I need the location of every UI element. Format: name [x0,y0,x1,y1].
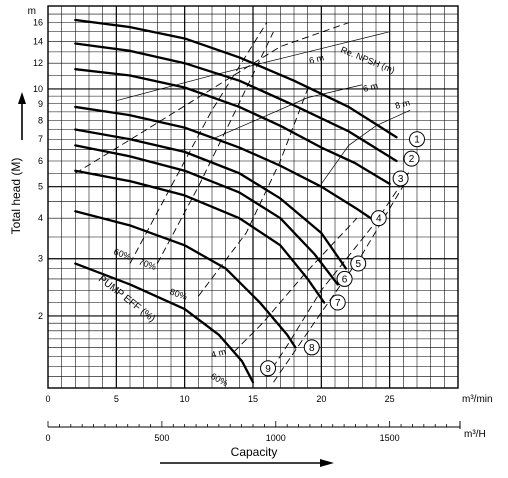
x2-unit-label: m³/H [464,429,486,440]
curve-number-label: 7 [335,298,341,309]
y-tick-label: 12 [33,58,43,68]
head-curve-9 [74,262,255,384]
y-tick-label: 7 [38,134,43,144]
y-tick-label: 9 [38,99,43,109]
eff-mark-80: 80% [168,286,188,302]
x2-tick-label: 500 [154,433,169,443]
head-curve-8 [74,210,297,349]
y-tick-label: 14 [33,36,43,46]
x-axis-title: Capacity [231,445,278,459]
curve-number-circle [350,255,367,272]
eff-label: PUMP EFF (%) [96,274,157,325]
curve-number-circle [260,360,277,377]
npsh-mark-6m-upper: 6 m [308,52,325,66]
curve-number-label: 2 [409,154,415,165]
curve-number-circle [392,170,409,187]
x2-tick-label: 0 [45,433,50,443]
curve-number-circle [403,150,420,167]
curve-number-label: 9 [265,364,271,375]
npsh-curve [116,31,390,102]
curve-number-label: 6 [342,274,348,285]
plot-frame [47,5,459,389]
x-tick-label: 15 [248,394,258,404]
x-tick-label: 5 [114,394,119,404]
head-curve-3 [74,68,391,186]
y-axis-arrowhead [18,92,26,104]
curve-number-label: 8 [309,343,315,354]
x-tick-label: 20 [316,394,326,404]
npsh-curve [211,84,363,140]
y-axis-title: Total head (M) [9,158,23,235]
npsh-curve [321,109,411,185]
npsh-mark-4m: 4 m [210,346,227,360]
x-axis-arrowhead [320,459,334,467]
head-curve-6 [74,144,339,286]
y-tick-label: 10 [33,84,43,94]
npsh-mark-6m-lower: 6 m [362,80,379,94]
y-tick-labels: 16 14 12 10 9 8 7 6 5 4 3 2 [33,18,43,321]
curve-number-circle [303,339,320,356]
efficiency-curve [156,31,274,264]
head-curve-4 [74,105,378,223]
x2-tick-label: 1000 [266,433,286,443]
x-tick-labels: 0 5 10 15 20 25 [45,394,394,404]
curve-number-circle [370,210,387,227]
y-tick-label: 4 [38,213,43,223]
y-tick-label: 8 [38,115,43,125]
secondary-x-axis: 0 500 1000 1500 [45,421,461,443]
curve-number-circle [409,131,425,148]
npsh-curves [116,31,411,185]
y-tick-label: 6 [38,156,43,166]
curve-number-label: 4 [376,214,382,225]
head-curve-2 [74,42,398,163]
x-unit-label: m³/min [462,394,493,405]
curve-number-label: 1 [414,135,420,146]
npsh-mark-8m: 8 m [394,97,411,111]
curve-number-circle [336,270,353,287]
curve-number-circle [329,294,346,311]
y-unit-label: m [28,6,36,17]
efficiency-curve [197,88,309,297]
head-curve-7 [74,169,326,304]
x-tick-label: 10 [180,394,190,404]
efficiency-curve [266,170,411,377]
y-tick-label: 5 [38,182,43,192]
x-tick-label: 0 [45,394,50,404]
npsh-label: Re. NPSH (m) [339,45,396,76]
efficiency-curves [75,22,411,383]
efficiency-curve [75,22,349,174]
eff-mark-60: 60% [112,246,132,262]
y-tick-label: 2 [38,311,43,321]
y-tick-label: 3 [38,254,43,264]
head-curve-1 [74,18,398,139]
efficiency-curve [129,22,268,264]
head-curve-5 [74,128,348,270]
curve-number-label: 3 [398,174,404,185]
grid [48,6,458,388]
y-tick-label: 16 [33,18,43,28]
x-tick-label: 25 [385,394,395,404]
head-curves: 1 23 4 56 7 8 9 [74,18,425,384]
x2-tick-label: 1500 [380,433,400,443]
curve-number-label: 5 [355,259,361,270]
